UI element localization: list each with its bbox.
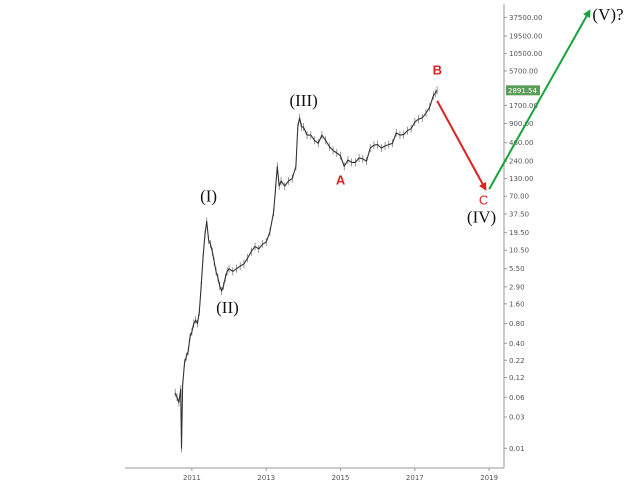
y-tick-label: 240.00 <box>509 158 534 166</box>
x-tick-label: 2015 <box>332 474 350 482</box>
y-tick-label: 10500.00 <box>509 50 542 58</box>
y-tick-label: 0.03 <box>509 413 525 421</box>
x-tick-label: 2017 <box>406 474 424 482</box>
wave-label: (IV) <box>467 207 496 226</box>
y-tick-label: 1700.00 <box>509 102 538 110</box>
y-tick-label: 0.22 <box>509 357 525 365</box>
corrective-label: A <box>336 172 346 187</box>
axes: 37500.00 19500.00 10500.00 5700.00 1700.00 90… <box>125 4 542 482</box>
y-tick-label: 19.50 <box>509 229 529 237</box>
y-tick-label: 10.50 <box>509 247 529 255</box>
corrective-label: C <box>479 192 488 207</box>
y-tick-label: 0.01 <box>509 445 525 453</box>
corrective-label: B <box>433 62 442 77</box>
wave-annotations: (I) (II) (III) (IV) (V)? A B C <box>200 5 623 317</box>
y-tick-label: 19500.00 <box>509 32 542 40</box>
wave-label: (III) <box>289 91 317 110</box>
x-tick-label: 2011 <box>183 474 201 482</box>
y-tick-label: 0.06 <box>509 394 525 402</box>
price-series <box>174 86 438 453</box>
wave-label: (V)? <box>592 5 623 24</box>
arrow-b-to-c <box>436 100 487 191</box>
y-tick-label: 5.50 <box>509 265 525 273</box>
x-tick-label: 2019 <box>480 474 498 482</box>
price-line <box>174 90 438 449</box>
arrow-c-to-v <box>488 9 591 190</box>
wave-label: (I) <box>200 186 217 205</box>
y-tick-label: 70.00 <box>509 193 529 201</box>
y-tick-label: 130.00 <box>509 175 534 183</box>
y-tick-label: 1.60 <box>509 300 525 308</box>
y-tick-label: 0.40 <box>509 340 525 348</box>
y-tick-label: 37.50 <box>509 211 529 219</box>
y-tick-label: 460.00 <box>509 139 534 147</box>
y-tick-label: 37500.00 <box>509 14 542 22</box>
x-tick-label: 2013 <box>257 474 275 482</box>
y-tick-label: 0.12 <box>509 374 525 382</box>
y-tick-label: 2.90 <box>509 283 525 291</box>
current-price-label: 2891.54 <box>508 87 537 95</box>
y-tick-label: 0.80 <box>509 320 525 328</box>
y-tick-label: 900.00 <box>509 120 534 128</box>
current-price-box <box>506 85 540 96</box>
y-tick-label: 5700.00 <box>509 68 538 76</box>
wave-label: (II) <box>216 298 239 317</box>
